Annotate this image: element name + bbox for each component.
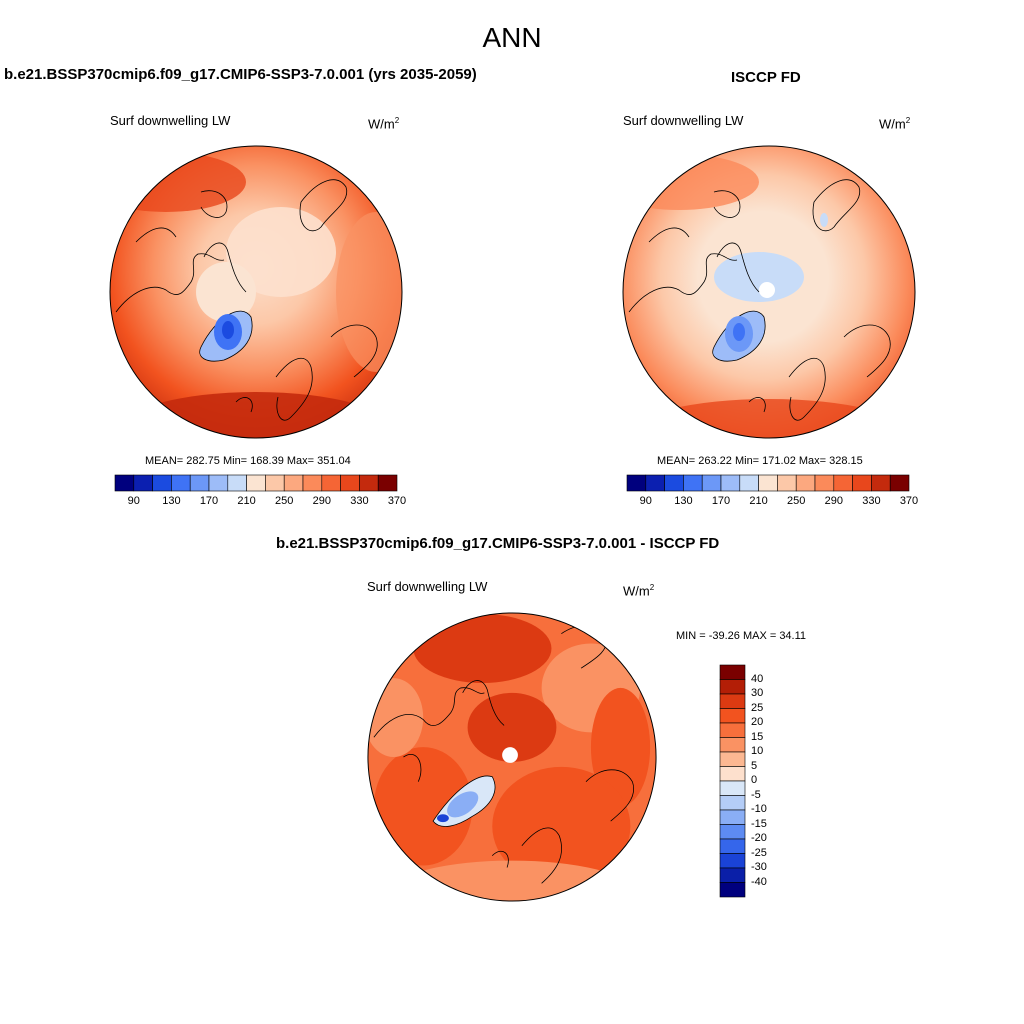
colorbar-box [719,751,746,767]
colorbar-box [719,882,746,898]
colorbar-tick-label: 290 [312,495,331,507]
colorbar-tick-label: 0 [751,774,758,786]
colorbar-box [777,474,797,492]
colorbar-tick-label: 170 [711,495,731,507]
colorbar-diff [719,664,746,898]
colorbar-box [795,474,816,492]
colorbar-tick-label: -40 [751,875,767,888]
colorbar-box [719,737,746,753]
colorbar-tick-label: 130 [674,495,693,507]
map-diff [367,612,657,902]
colorbar-model [114,474,398,492]
colorbar-tick-label: 330 [862,495,881,507]
colorbar-box [133,474,153,492]
colorbar-box [302,474,323,492]
colorbar-box [852,474,872,492]
colorbar-box [871,474,891,492]
colorbar-tick-label: 25 [751,701,764,714]
colorbar-tick-label: 210 [749,495,768,507]
colorbar-tick-label: 130 [162,495,181,507]
figure-title: ANN [482,22,542,53]
colorbar-tick-label: -5 [751,788,761,801]
panel2-units: W/m2 [879,116,911,132]
map-model [109,145,403,439]
colorbar-box [719,824,746,840]
colorbar-box [720,474,741,492]
colorbar-box [719,780,746,796]
panel3-title: b.e21.BSSP370cmip6.f09_g17.CMIP6-SSP3-7.… [276,535,720,552]
colorbar-box [701,474,722,492]
colorbar-tick-label: 210 [237,495,256,507]
colorbar-tick-label: -30 [751,861,767,873]
panel1-stats: MEAN= 282.75 Min= 168.39 Max= 351.04 [145,455,351,467]
map-obs [622,145,916,439]
colorbar-box [645,474,665,492]
colorbar-tick-label: 10 [751,745,764,757]
colorbar-tick-label: 5 [751,759,758,772]
panel1-units: W/m2 [368,116,400,132]
colorbar-box [719,766,746,782]
colorbar-box [340,474,360,492]
colorbar-box [719,664,746,680]
colorbar-box [321,474,341,492]
colorbar-box [227,474,247,492]
colorbar-box [683,474,703,492]
colorbar-box [152,474,172,492]
colorbar-box [719,795,746,811]
colorbar-tick-label: 90 [127,495,140,507]
colorbar-tick-label: 90 [639,495,652,507]
colorbar-box [719,693,746,709]
panel3-units: W/m2 [623,583,655,599]
colorbar-tick-label: -20 [751,832,767,844]
colorbar-tick-label: 250 [275,495,294,507]
colorbar-box [377,474,398,492]
colorbar-tick-label: 330 [350,495,369,507]
colorbar-box [719,722,746,738]
colorbar-tick-label: 20 [751,716,764,728]
colorbar-box [719,838,746,854]
colorbar-tick-label: 170 [199,495,219,507]
panel2-variable: Surf downwelling LW [623,113,744,128]
colorbar-box [719,809,746,825]
colorbar-box [171,474,191,492]
colorbar-tick-label: 40 [751,672,764,685]
colorbar-tick-label: 370 [387,495,407,507]
colorbar-box [739,474,759,492]
colorbar-box [664,474,684,492]
colorbar-tick-label: -10 [751,803,767,815]
colorbar-box [265,474,285,492]
panel3-stats: MIN = -39.26 MAX = 34.11 [676,630,807,642]
panel1-variable: Surf downwelling LW [110,113,231,128]
colorbar-box [719,679,746,695]
colorbar-box [814,474,835,492]
colorbar-box [719,853,746,869]
panel2-title: ISCCP FD [731,69,801,86]
colorbar-box [189,474,210,492]
colorbar-box [208,474,229,492]
colorbar-box [283,474,304,492]
colorbar-box [246,474,266,492]
colorbar-box [719,708,746,724]
colorbar-tick-label: 250 [787,495,806,507]
colorbar-box [114,474,135,492]
colorbar-tick-label: -25 [751,846,767,859]
panel3-variable: Surf downwelling LW [367,579,488,594]
colorbar-box [833,474,853,492]
panel2-stats: MEAN= 263.22 Min= 171.02 Max= 328.15 [657,455,863,467]
colorbar-tick-label: 290 [824,495,843,507]
colorbar-tick-label: -15 [751,817,767,830]
colorbar-box [719,867,746,883]
colorbar-tick-label: 15 [751,730,764,743]
colorbar-box [359,474,379,492]
colorbar-tick-label: 370 [899,495,919,507]
panel1-title: b.e21.BSSP370cmip6.f09_g17.CMIP6-SSP3-7.… [4,66,477,83]
colorbar-obs [626,474,910,492]
colorbar-box [626,474,647,492]
colorbar-tick-label: 30 [751,687,764,699]
colorbar-box [889,474,910,492]
colorbar-box [758,474,778,492]
